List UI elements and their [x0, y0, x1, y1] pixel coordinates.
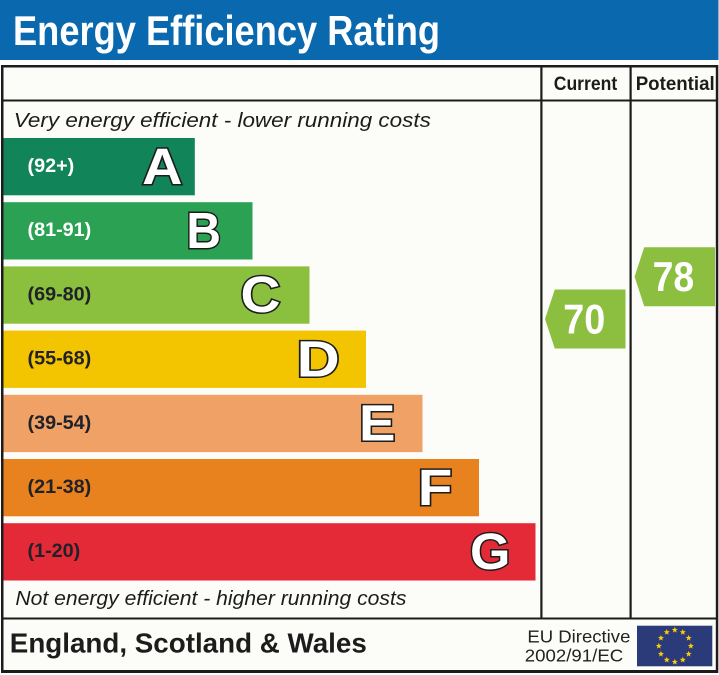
svg-text:78: 78	[653, 253, 695, 300]
svg-text:(1-20): (1-20)	[28, 540, 81, 562]
svg-text:EU Directive: EU Directive	[527, 627, 630, 647]
svg-text:(39-54): (39-54)	[28, 412, 92, 434]
svg-text:70: 70	[563, 296, 605, 343]
svg-text:Not energy efficient - higher: Not energy efficient - higher running co…	[15, 588, 406, 610]
svg-text:2002/91/EC: 2002/91/EC	[525, 646, 624, 666]
svg-text:D: D	[297, 330, 340, 387]
svg-text:Energy Efficiency Rating: Energy Efficiency Rating	[13, 7, 440, 54]
svg-text:(92+): (92+)	[28, 155, 75, 177]
svg-text:E: E	[359, 395, 396, 452]
svg-text:England, Scotland & Wales: England, Scotland & Wales	[10, 628, 367, 659]
svg-text:F: F	[418, 459, 453, 516]
svg-text:A: A	[142, 138, 182, 195]
svg-text:(21-38): (21-38)	[28, 476, 92, 498]
svg-text:B: B	[186, 202, 221, 259]
svg-text:Very energy efficient - lower: Very energy efficient - lower running co…	[14, 110, 431, 132]
svg-text:(55-68): (55-68)	[28, 348, 92, 370]
svg-text:G: G	[470, 523, 510, 580]
svg-text:Current: Current	[554, 74, 618, 95]
svg-text:C: C	[241, 266, 281, 323]
svg-text:Potential: Potential	[636, 74, 715, 95]
svg-text:(69-80): (69-80)	[28, 283, 92, 305]
svg-text:(81-91): (81-91)	[28, 219, 92, 241]
